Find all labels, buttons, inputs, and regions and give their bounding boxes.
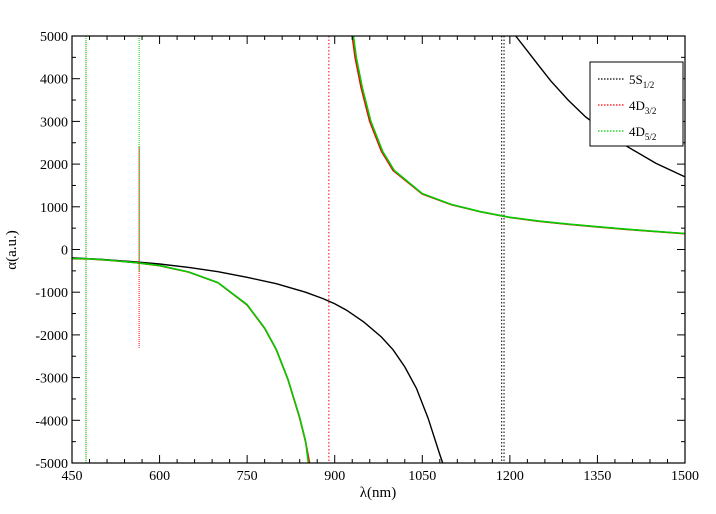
y-tick-label: 2000 bbox=[40, 158, 68, 173]
y-tick-label: -3000 bbox=[35, 372, 68, 387]
y-tick-label: 0 bbox=[61, 244, 68, 259]
x-axis-label: λ(nm) bbox=[360, 485, 396, 501]
y-tick-label: -5000 bbox=[35, 457, 68, 472]
x-tick-label: 1050 bbox=[408, 469, 436, 484]
legend-label: 4D5/2 bbox=[629, 124, 656, 142]
series-line bbox=[352, 35, 686, 235]
x-tick-label: 750 bbox=[237, 469, 258, 484]
resonance-spikes bbox=[85, 36, 140, 463]
x-tick-label: 1200 bbox=[496, 469, 524, 484]
x-tick-label: 450 bbox=[62, 469, 83, 484]
series-line bbox=[515, 35, 686, 178]
x-axis-ticks: 450 600 750 900 1050 1200 1350 1500 bbox=[62, 36, 699, 484]
x-tick-label: 1350 bbox=[583, 469, 611, 484]
series-lines bbox=[71, 35, 686, 464]
y-axis-ticks: -5000 -4000 -3000 -2000 -1000 0 1000 2000 3000 40… bbox=[35, 30, 685, 472]
legend-label: 4D3/2 bbox=[629, 98, 656, 116]
y-tick-label: -2000 bbox=[35, 329, 68, 344]
y-tick-label: 1000 bbox=[40, 201, 68, 216]
y-axis-label: α(a.u.) bbox=[4, 230, 20, 270]
asymptote-lines bbox=[328, 36, 505, 463]
series-line bbox=[71, 257, 444, 464]
x-tick-label: 1500 bbox=[671, 469, 699, 484]
x-tick-label: 600 bbox=[149, 469, 170, 484]
y-tick-label: -1000 bbox=[35, 286, 68, 301]
y-tick-label: 4000 bbox=[40, 73, 68, 88]
legend-box bbox=[589, 61, 684, 147]
legend: 5S1/2 4D3/2 4D5/2 bbox=[589, 61, 684, 147]
y-tick-label: 3000 bbox=[40, 115, 68, 130]
x-tick-label: 900 bbox=[324, 469, 345, 484]
legend-label: 5S1/2 bbox=[629, 72, 654, 90]
y-tick-label: -4000 bbox=[35, 414, 68, 429]
series-line bbox=[71, 257, 310, 464]
y-tick-label: 5000 bbox=[40, 30, 68, 45]
